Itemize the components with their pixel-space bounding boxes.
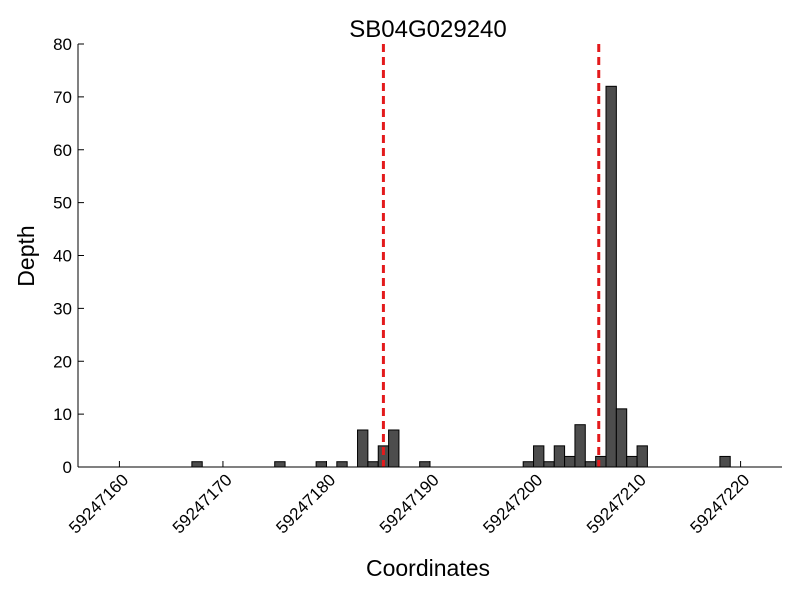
bar xyxy=(584,461,597,468)
y-tick-label: 50 xyxy=(53,194,72,213)
bar xyxy=(615,408,628,468)
bar xyxy=(574,424,586,468)
bar xyxy=(719,455,731,468)
bar xyxy=(388,429,400,468)
bar xyxy=(595,455,607,468)
y-tick-label: 40 xyxy=(53,247,72,266)
bar xyxy=(315,461,327,468)
bar xyxy=(626,455,638,468)
x-tick-label: 59247170 xyxy=(169,470,236,537)
y-axis-label: Depth xyxy=(13,225,39,286)
y-tick-label: 30 xyxy=(53,299,72,318)
x-tick-label: 59247190 xyxy=(376,470,443,537)
y-tick-label: 20 xyxy=(53,352,72,371)
x-tick-label: 59247200 xyxy=(479,470,546,537)
bar xyxy=(357,429,369,468)
bar xyxy=(419,461,431,468)
bar xyxy=(553,445,566,468)
bar xyxy=(274,461,286,468)
chart-title: SB04G029240 xyxy=(349,16,506,43)
bar xyxy=(522,461,535,468)
x-axis-label: Coordinates xyxy=(366,555,490,581)
y-tick-label: 80 xyxy=(53,35,72,54)
bar xyxy=(336,461,348,468)
y-tick-label: 70 xyxy=(53,88,72,107)
axes xyxy=(77,44,782,468)
bar xyxy=(605,85,617,468)
y-ticks: 0 10 20 30 40 50 60 70 80 xyxy=(53,35,84,477)
x-tick-label: 59247220 xyxy=(686,470,753,537)
x-tick-label: 59247160 xyxy=(65,470,132,537)
x-tick-label: 59247210 xyxy=(583,470,650,537)
bar xyxy=(636,445,648,468)
x-ticks: 59247160 59247170 59247180 59247190 59247200… xyxy=(65,461,753,537)
marker-group xyxy=(381,44,601,467)
y-tick-label: 0 xyxy=(63,458,72,477)
y-tick-label: 10 xyxy=(53,405,72,424)
bar xyxy=(564,455,576,468)
x-tick-label: 59247180 xyxy=(272,470,339,537)
bar-group xyxy=(191,85,731,468)
y-tick-label: 60 xyxy=(53,141,72,160)
bar xyxy=(543,461,555,468)
bar xyxy=(191,461,203,468)
bar xyxy=(533,445,545,468)
bar xyxy=(367,461,379,468)
